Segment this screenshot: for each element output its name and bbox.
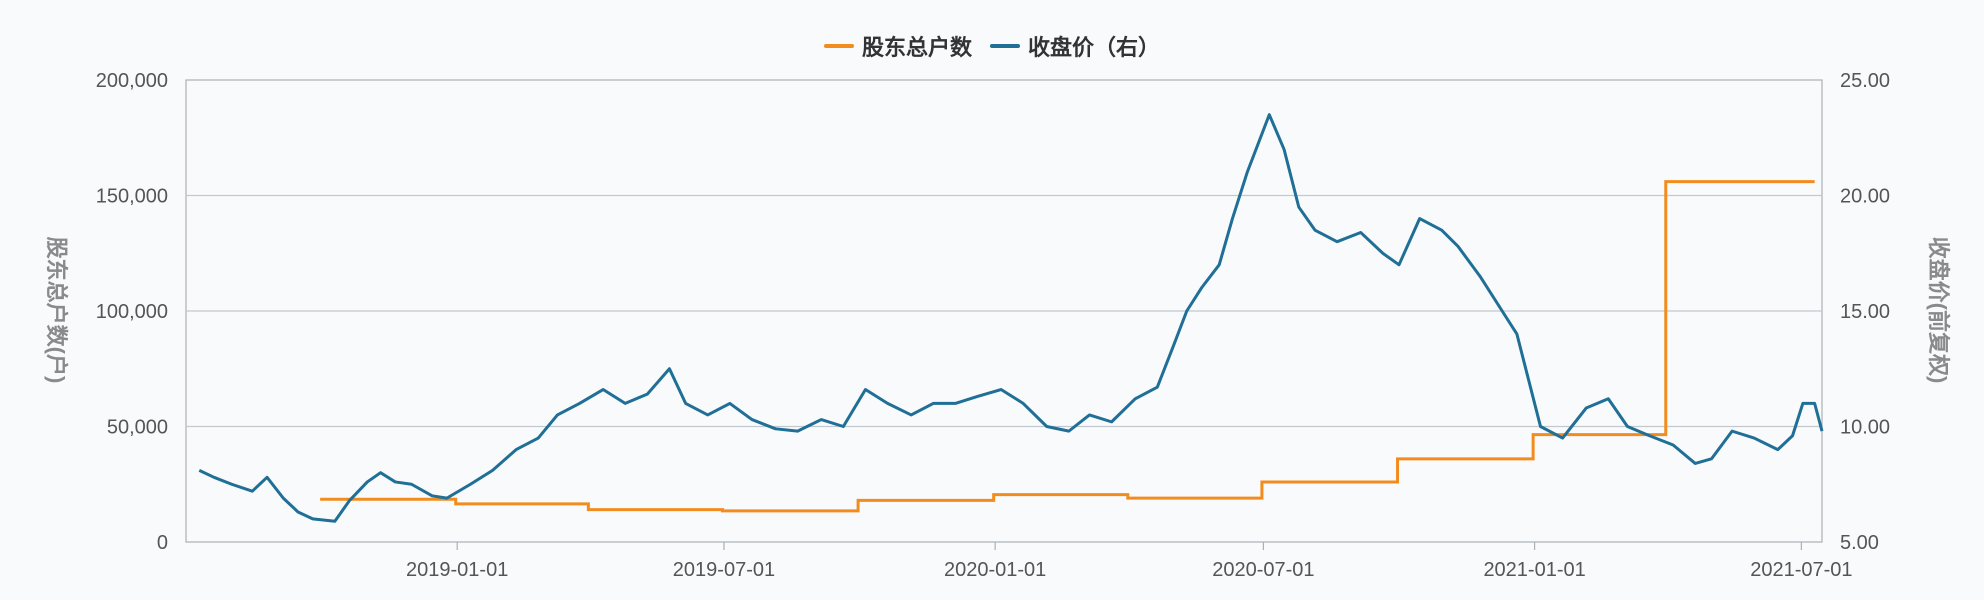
x-tick-label: 2020-01-01	[944, 559, 1046, 581]
left-tick-label: 150,000	[96, 186, 168, 208]
x-tick-label: 2019-07-01	[673, 559, 775, 581]
legend-label-holders: 股东总户数	[861, 35, 972, 60]
chart-legend: 股东总户数 收盘价（右）	[0, 30, 1984, 62]
right-tick-label: 10.00	[1840, 417, 1890, 439]
right-tick-label: 25.00	[1840, 70, 1890, 92]
x-tick-label: 2019-01-01	[406, 559, 508, 581]
left-tick-label: 200,000	[96, 70, 168, 92]
right-tick-label: 20.00	[1840, 186, 1890, 208]
x-tick-label: 2021-07-01	[1750, 559, 1852, 581]
series-line-price	[198, 113, 1824, 523]
left-tick-label: 50,000	[107, 417, 168, 439]
right-tick-label: 15.00	[1840, 301, 1890, 323]
legend-swatch-holders	[823, 44, 854, 48]
legend-label-price: 收盘价（右）	[1028, 35, 1161, 60]
legend-item-price[interactable]: 收盘价（右）	[990, 30, 1160, 62]
legend-item-holders[interactable]: 股东总户数	[823, 30, 972, 62]
right-tick-label: 5.00	[1840, 532, 1879, 554]
x-tick-label: 2020-07-01	[1212, 559, 1314, 581]
left-tick-label: 100,000	[96, 301, 168, 323]
x-tick-label: 2021-01-01	[1483, 559, 1585, 581]
left-tick-label: 0	[157, 532, 168, 554]
legend-swatch-price	[990, 44, 1020, 48]
series-line-holders	[320, 180, 1815, 513]
